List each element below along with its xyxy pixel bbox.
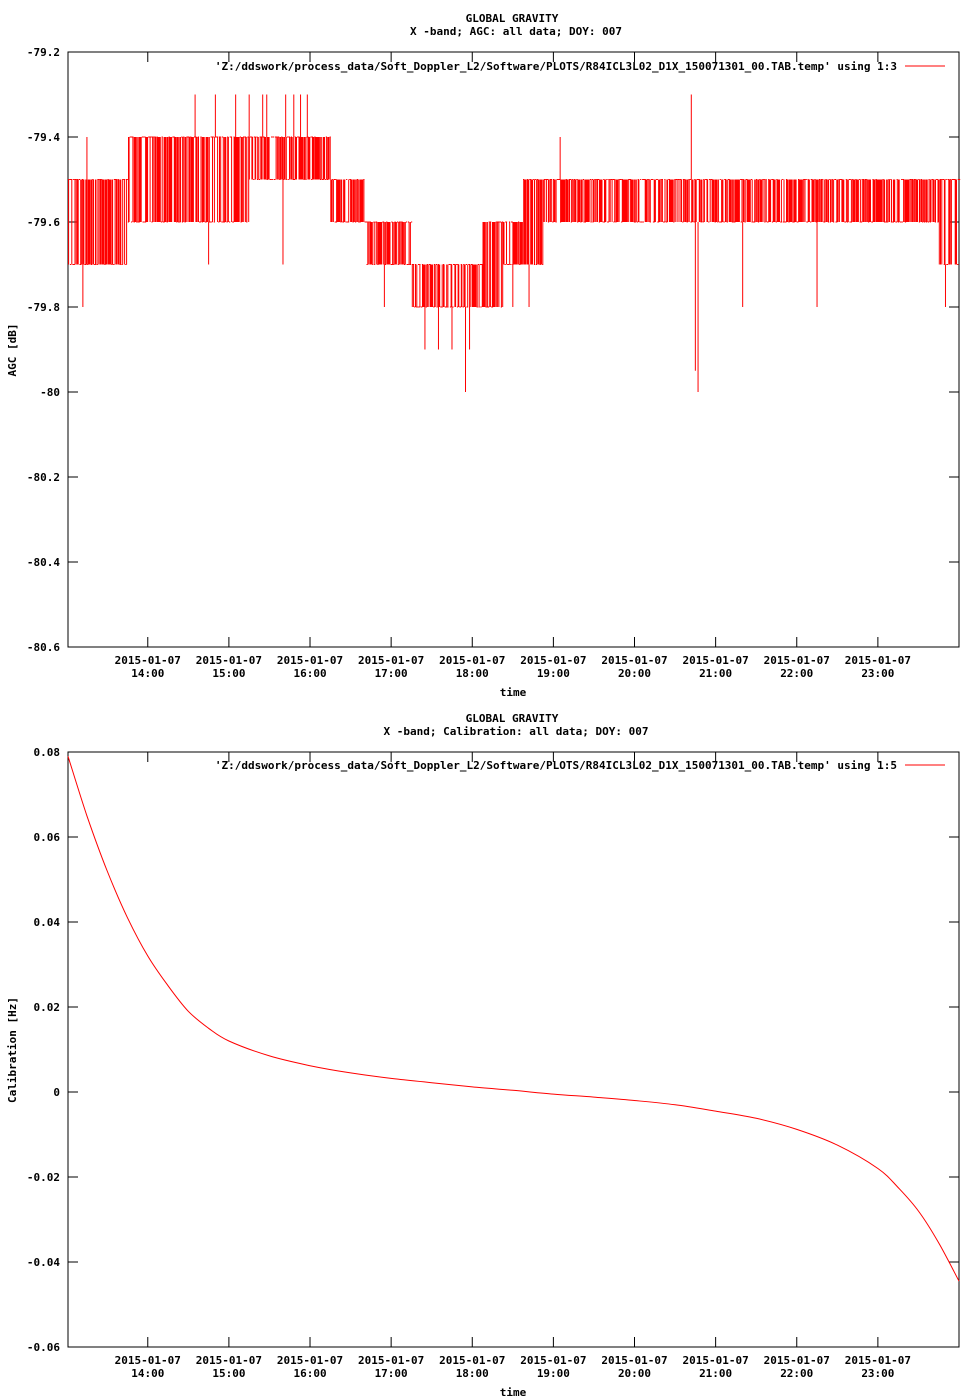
chart-subtitle: X -band; AGC: all data; DOY: 007: [410, 25, 622, 38]
y-tick-label: 0: [53, 1086, 60, 1099]
x-tick-label-date: 2015-01-07: [196, 654, 262, 667]
x-tick-label-time: 15:00: [212, 1367, 245, 1380]
x-tick-label-time: 15:00: [212, 667, 245, 680]
data-marks: [68, 94, 961, 392]
x-tick-label-time: 19:00: [537, 667, 570, 680]
x-tick-label-time: 21:00: [699, 667, 732, 680]
x-axis-label: time: [500, 1386, 527, 1399]
x-tick-label-date: 2015-01-07: [439, 654, 505, 667]
x-tick-label-date: 2015-01-07: [764, 1354, 830, 1367]
chart-title: GLOBAL GRAVITY: [466, 712, 559, 725]
x-tick-label-date: 2015-01-07: [683, 654, 749, 667]
x-tick-label-date: 2015-01-07: [520, 654, 586, 667]
y-tick-label: 0.02: [34, 1001, 61, 1014]
plot-frame: [67, 751, 960, 1348]
y-axis-label: AGC [dB]: [6, 324, 19, 377]
x-tick-label-time: 16:00: [293, 667, 326, 680]
y-tick-label: 0.06: [34, 831, 61, 844]
x-tick-label-date: 2015-01-07: [601, 1354, 667, 1367]
plot-frame: [67, 51, 960, 648]
x-tick-label-time: 17:00: [375, 1367, 408, 1380]
y-tick-label: -80: [40, 386, 60, 399]
y-tick-label: -0.06: [27, 1341, 60, 1354]
x-tick-label-time: 14:00: [131, 1367, 164, 1380]
x-tick-label-date: 2015-01-07: [845, 1354, 911, 1367]
x-tick-label-date: 2015-01-07: [277, 1354, 343, 1367]
y-tick-label: -80.2: [27, 471, 60, 484]
x-tick-label-time: 17:00: [375, 667, 408, 680]
x-tick-label-time: 19:00: [537, 1367, 570, 1380]
x-tick-label-date: 2015-01-07: [764, 654, 830, 667]
x-tick-label-date: 2015-01-07: [520, 1354, 586, 1367]
agc-chart: GLOBAL GRAVITY X -band; AGC: all data; D…: [6, 12, 961, 699]
x-tick-label-time: 20:00: [618, 667, 651, 680]
y-tick-label: -79.6: [27, 216, 60, 229]
y-tick-label: -80.6: [27, 641, 60, 654]
x-tick-label-date: 2015-01-07: [439, 1354, 505, 1367]
x-tick-label-date: 2015-01-07: [115, 654, 181, 667]
x-tick-label-date: 2015-01-07: [358, 654, 424, 667]
x-tick-label-date: 2015-01-07: [683, 1354, 749, 1367]
x-tick-label-time: 16:00: [293, 1367, 326, 1380]
x-tick-label-date: 2015-01-07: [601, 654, 667, 667]
agc-series-line: [68, 136, 961, 308]
x-tick-label-time: 18:00: [456, 1367, 489, 1380]
legend-label: 'Z:/ddswork/process_data/Soft_Doppler_L2…: [215, 60, 897, 73]
y-tick-label: -0.04: [27, 1256, 60, 1269]
y-tick-label: -79.4: [27, 131, 60, 144]
x-axis-label: time: [500, 686, 527, 699]
chart-title: GLOBAL GRAVITY: [466, 12, 559, 25]
x-tick-label-time: 23:00: [861, 667, 894, 680]
y-tick-label: 0.08: [34, 746, 61, 759]
x-tick-label-time: 22:00: [780, 1367, 813, 1380]
x-tick-label-date: 2015-01-07: [845, 654, 911, 667]
y-axis-label: Calibration [Hz]: [6, 997, 19, 1103]
data-marks: [67, 756, 960, 1282]
x-tick-label-date: 2015-01-07: [358, 1354, 424, 1367]
chart-subtitle: X -band; Calibration: all data; DOY: 007: [384, 725, 649, 738]
calibration-chart: GLOBAL GRAVITY X -band; Calibration: all…: [6, 712, 960, 1399]
y-tick-label: 0.04: [34, 916, 61, 929]
calibration-series-line: [67, 756, 960, 1282]
x-tick-label-date: 2015-01-07: [196, 1354, 262, 1367]
axis-ticks: -79.2 -79.4 -79.6 -79.8 -80 -80.2 -80.4 -80.6 20…: [27, 46, 959, 680]
axis-ticks: 0.08 0.06 0.04 0.02 0 -0.02 -0.04 -0.06 2015-01-…: [27, 746, 959, 1380]
x-tick-label-time: 20:00: [618, 1367, 651, 1380]
x-tick-label-time: 18:00: [456, 667, 489, 680]
legend-label: 'Z:/ddswork/process_data/Soft_Doppler_L2…: [215, 759, 897, 772]
y-tick-label: -80.4: [27, 556, 60, 569]
x-tick-label-date: 2015-01-07: [277, 654, 343, 667]
x-tick-label-time: 22:00: [780, 667, 813, 680]
x-tick-label-time: 14:00: [131, 667, 164, 680]
x-tick-label-time: 21:00: [699, 1367, 732, 1380]
y-tick-label: -79.2: [27, 46, 60, 59]
y-tick-label: -0.02: [27, 1171, 60, 1184]
x-tick-label-time: 23:00: [861, 1367, 894, 1380]
x-tick-label-date: 2015-01-07: [115, 1354, 181, 1367]
y-tick-label: -79.8: [27, 301, 60, 314]
